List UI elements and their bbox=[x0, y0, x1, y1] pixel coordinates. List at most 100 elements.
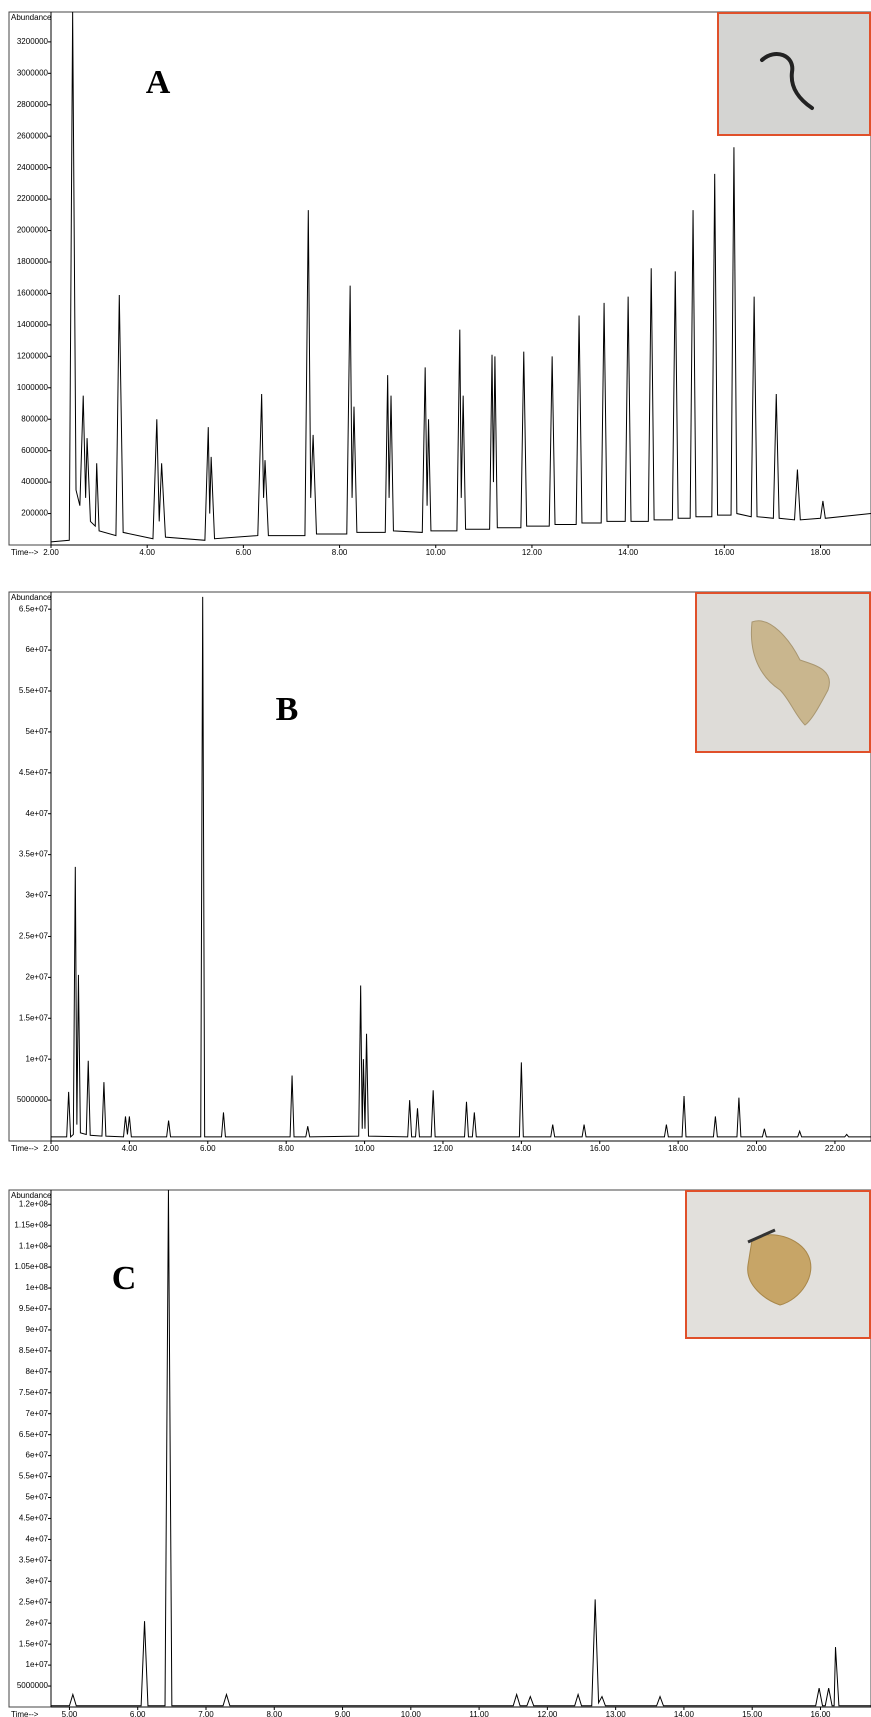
y-tick-label: 5e+07 bbox=[26, 1493, 49, 1502]
y-tick-label: 8e+07 bbox=[26, 1367, 49, 1376]
y-tick-label: 4.5e+07 bbox=[19, 1514, 49, 1523]
x-tick-label: 9.00 bbox=[335, 1710, 351, 1717]
inset-photo-c bbox=[685, 1190, 871, 1339]
y-tick-label: 2.5e+07 bbox=[19, 932, 49, 941]
y-tick-label: 6.5e+07 bbox=[19, 604, 49, 613]
x-tick-label: 8.00 bbox=[266, 1710, 282, 1717]
plot-area bbox=[51, 12, 871, 543]
y-tick-label: 3e+07 bbox=[26, 1576, 49, 1585]
y-tick-label: 3000000 bbox=[17, 68, 49, 77]
x-tick-label: 20.00 bbox=[747, 1144, 768, 1153]
y-tick-label: 4e+07 bbox=[26, 1535, 49, 1544]
y-tick-label: 1400000 bbox=[17, 320, 49, 329]
x-tick-label: 2.00 bbox=[43, 548, 59, 557]
y-tick-label: 3.5e+07 bbox=[19, 850, 49, 859]
x-tick-label: 7.00 bbox=[198, 1710, 214, 1717]
y-tick-label: 1.15e+08 bbox=[14, 1220, 48, 1229]
y-tick-label: 1.5e+07 bbox=[19, 1639, 49, 1648]
x-tick-label: 5.00 bbox=[62, 1710, 78, 1717]
charts: Abundance Time--> 200000 400000 600000 800000… bbox=[8, 11, 871, 1717]
y-tick-label: 5e+07 bbox=[26, 727, 49, 736]
x-tick-label: 13.00 bbox=[606, 1710, 627, 1717]
x-tick-label: 12.00 bbox=[522, 548, 543, 557]
y-tick-label: 5000000 bbox=[17, 1681, 49, 1690]
y-tick-label: 1e+08 bbox=[26, 1283, 49, 1292]
x-tick-label: 4.00 bbox=[139, 548, 155, 557]
x-tick-label: 8.00 bbox=[332, 548, 348, 557]
y-tick-label: 8.5e+07 bbox=[19, 1346, 49, 1355]
y-tick-label: 1000000 bbox=[17, 383, 49, 392]
x-tick-label: 4.00 bbox=[122, 1144, 138, 1153]
y-axis-label: Abundance bbox=[11, 1191, 52, 1200]
x-tick-label: 14.00 bbox=[511, 1144, 532, 1153]
y-tick-label: 2600000 bbox=[17, 131, 49, 140]
y-tick-label: 1.2e+08 bbox=[19, 1199, 49, 1208]
y-tick-label: 1200000 bbox=[17, 351, 49, 360]
y-tick-label: 1e+07 bbox=[26, 1054, 49, 1063]
y-tick-label: 3.5e+07 bbox=[19, 1555, 49, 1564]
x-tick-label: 10.00 bbox=[355, 1144, 376, 1153]
plot-area bbox=[51, 1190, 871, 1707]
y-tick-label: 5.5e+07 bbox=[19, 686, 49, 695]
y-axis-label: Abundance bbox=[11, 593, 52, 602]
y-tick-label: 400000 bbox=[21, 477, 48, 486]
y-tick-label: 2e+07 bbox=[26, 1618, 49, 1627]
x-tick-label: 2.00 bbox=[43, 1144, 59, 1153]
x-axis-label: Time--> bbox=[11, 1144, 39, 1153]
y-tick-label: 1.1e+08 bbox=[19, 1241, 49, 1250]
y-tick-label: 1.05e+08 bbox=[14, 1262, 48, 1271]
panel-label: C bbox=[112, 1260, 137, 1297]
x-tick-label: 18.00 bbox=[668, 1144, 689, 1153]
x-tick-label: 16.00 bbox=[590, 1144, 611, 1153]
y-tick-label: 2200000 bbox=[17, 194, 49, 203]
x-axis-label: Time--> bbox=[11, 1710, 39, 1717]
x-tick-label: 12.00 bbox=[433, 1144, 454, 1153]
y-tick-label: 6.5e+07 bbox=[19, 1430, 49, 1439]
y-tick-label: 1800000 bbox=[17, 257, 49, 266]
y-tick-label: 800000 bbox=[21, 414, 48, 423]
y-tick-label: 6e+07 bbox=[26, 1451, 49, 1460]
inset-photo-a bbox=[717, 12, 871, 136]
x-tick-label: 14.00 bbox=[618, 548, 639, 557]
chromatogram-trace bbox=[51, 12, 871, 543]
x-tick-label: 6.00 bbox=[236, 548, 252, 557]
y-tick-label: 1600000 bbox=[17, 289, 49, 298]
y-tick-label: 4e+07 bbox=[26, 809, 49, 818]
x-tick-label: 6.00 bbox=[130, 1710, 146, 1717]
y-tick-label: 5.5e+07 bbox=[19, 1472, 49, 1481]
x-tick-label: 22.00 bbox=[825, 1144, 846, 1153]
x-tick-label: 11.00 bbox=[469, 1710, 489, 1717]
y-tick-label: 2800000 bbox=[17, 100, 49, 109]
x-tick-label: 16.00 bbox=[810, 1710, 831, 1717]
x-tick-label: 10.00 bbox=[401, 1710, 422, 1717]
y-tick-label: 7.5e+07 bbox=[19, 1388, 49, 1397]
panel-label: A bbox=[146, 64, 171, 101]
x-tick-label: 14.00 bbox=[674, 1710, 695, 1717]
y-tick-label: 9e+07 bbox=[26, 1325, 49, 1334]
chromatogram-trace bbox=[51, 1190, 871, 1707]
chromatogram-trace bbox=[51, 596, 871, 1138]
y-axis-label: Abundance bbox=[11, 13, 52, 22]
y-tick-label: 3e+07 bbox=[26, 891, 49, 900]
x-tick-label: 12.00 bbox=[537, 1710, 558, 1717]
x-tick-label: 6.00 bbox=[200, 1144, 216, 1153]
inset-photo-b bbox=[695, 592, 871, 753]
y-tick-label: 600000 bbox=[21, 446, 48, 455]
x-tick-label: 8.00 bbox=[278, 1144, 294, 1153]
x-tick-label: 10.00 bbox=[426, 548, 447, 557]
panel-label: B bbox=[276, 691, 299, 728]
y-tick-label: 3200000 bbox=[17, 37, 49, 46]
y-tick-label: 2.5e+07 bbox=[19, 1597, 49, 1606]
x-axis-label: Time--> bbox=[11, 548, 39, 557]
y-tick-label: 2000000 bbox=[17, 226, 49, 235]
y-tick-label: 7e+07 bbox=[26, 1409, 49, 1418]
x-tick-label: 15.00 bbox=[742, 1710, 763, 1717]
x-tick-label: 16.00 bbox=[714, 548, 735, 557]
x-tick-label: 18.00 bbox=[810, 548, 831, 557]
y-tick-label: 2400000 bbox=[17, 163, 49, 172]
y-tick-label: 200000 bbox=[21, 509, 48, 518]
y-tick-label: 2e+07 bbox=[26, 972, 49, 981]
y-tick-label: 5000000 bbox=[17, 1095, 49, 1104]
